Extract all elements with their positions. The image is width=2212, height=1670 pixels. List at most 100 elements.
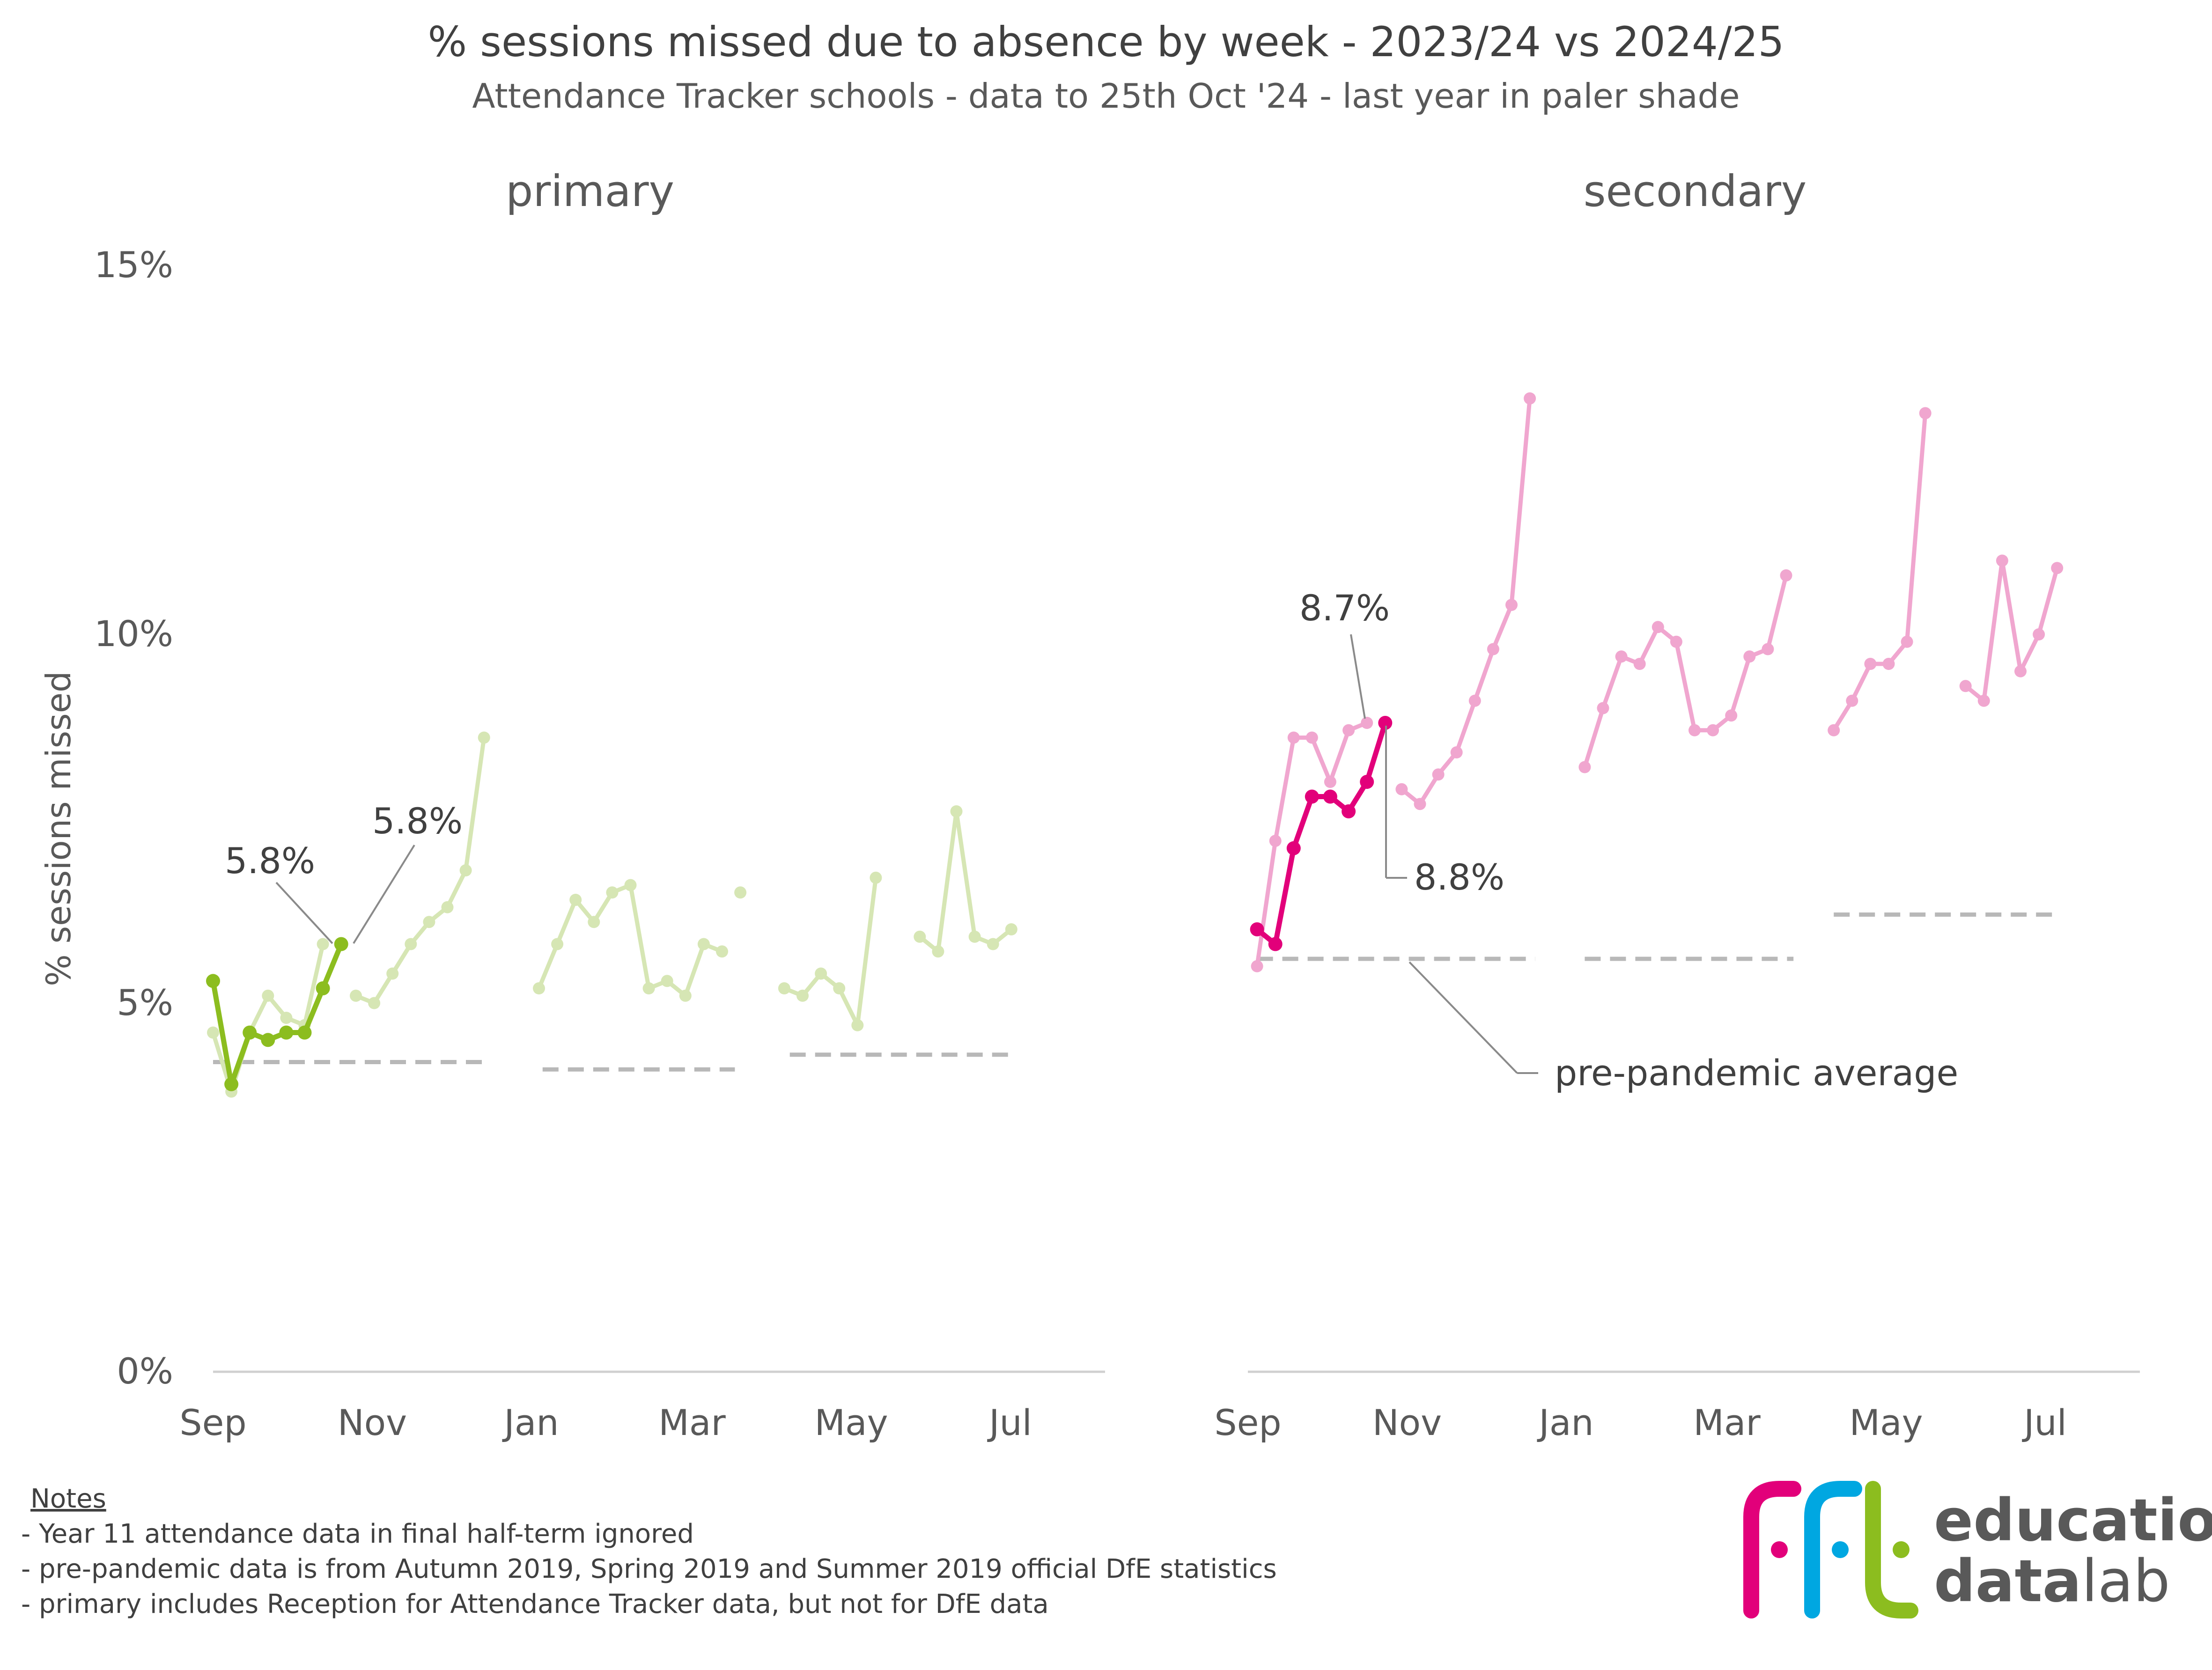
- primary-last-point: [441, 901, 454, 913]
- logo-line1: education: [1934, 1487, 2212, 1554]
- annotation-primary-current: 5.8%: [372, 800, 463, 842]
- primary-current-line: [210, 943, 344, 1087]
- education-datalab-logo: education datalab: [1743, 1481, 2212, 1619]
- secondary-last-point: [1251, 960, 1263, 972]
- primary-last-point: [778, 982, 790, 994]
- secondary-last-point: [1919, 407, 1932, 419]
- primary-last-point: [697, 938, 710, 950]
- secondary-current-point: [1323, 789, 1337, 804]
- primary-last-point: [950, 805, 963, 817]
- primary-last-point: [914, 930, 926, 943]
- primary-last-point: [280, 1012, 293, 1024]
- primary-last-point: [423, 916, 435, 928]
- secondary-last-point: [1707, 724, 1719, 736]
- primary-last-line: [783, 877, 878, 1028]
- primary-last-point: [734, 886, 747, 899]
- primary-last-point: [262, 989, 274, 1002]
- x-tick-label: Jul: [2022, 1402, 2067, 1443]
- primary-last-point: [478, 731, 490, 744]
- secondary-last-point: [1882, 658, 1895, 670]
- secondary-last-point: [1487, 643, 1499, 655]
- primary-last-point: [606, 886, 619, 899]
- secondary-current-point: [1342, 804, 1356, 818]
- secondary-last-point: [1395, 783, 1408, 795]
- secondary-last-point: [2033, 628, 2045, 640]
- secondary-current-point: [1250, 922, 1264, 936]
- primary-last-line: [918, 809, 1013, 954]
- notes-heading: Notes: [30, 1484, 106, 1514]
- secondary-last-point: [1688, 724, 1701, 736]
- secondary-last-point: [1780, 569, 1792, 581]
- x-tick-label: Jan: [502, 1402, 559, 1443]
- primary-last-point: [405, 938, 417, 950]
- secondary-last-point: [1287, 731, 1300, 744]
- primary-last-point: [569, 894, 582, 906]
- secondary-last-point: [1524, 392, 1536, 405]
- secondary-last-line: [1583, 574, 1788, 768]
- primary-last-point: [368, 997, 381, 1009]
- primary-current-point: [297, 1025, 312, 1040]
- secondary-last-point: [1901, 635, 1913, 648]
- x-tick-label: May: [814, 1402, 888, 1443]
- primary-last-point: [317, 938, 329, 950]
- primary-last-point: [207, 1026, 219, 1039]
- secondary-current-point: [1268, 937, 1283, 951]
- y-tick-label: 0%: [117, 1350, 173, 1392]
- x-tick-label: Sep: [179, 1402, 246, 1443]
- primary-last-point: [588, 916, 600, 928]
- notes: Notes - Year 11 attendance data in final…: [21, 1484, 1277, 1619]
- plot-area-primary: [206, 731, 1018, 1098]
- chart-title: % sessions missed due to absence by week…: [428, 18, 1784, 66]
- secondary-last-point: [1670, 635, 1682, 648]
- y-tick-label: 10%: [94, 613, 173, 655]
- primary-last-point: [716, 945, 728, 958]
- notes-line: - pre-pandemic data is from Autumn 2019,…: [21, 1554, 1277, 1584]
- secondary-last-point: [1846, 694, 1858, 707]
- primary-last-point: [796, 989, 809, 1002]
- secondary-current-point: [1360, 775, 1374, 789]
- secondary-current-point: [1305, 789, 1319, 804]
- annotation-leader: [275, 882, 333, 944]
- annotation-leader: [1408, 961, 1518, 1074]
- panel-title-secondary: secondary: [1584, 166, 1807, 216]
- secondary-last-point: [1743, 650, 1756, 663]
- secondary-last-point: [1342, 724, 1355, 736]
- logo-mark-icon: [1743, 1481, 1918, 1619]
- secondary-last-point: [1432, 768, 1445, 781]
- primary-last-point: [551, 938, 564, 950]
- secondary-last-point: [1996, 554, 2008, 567]
- secondary-last-point: [1959, 680, 1972, 692]
- x-tick-label: May: [1849, 1402, 1923, 1443]
- primary-last-point: [968, 930, 981, 943]
- primary-last-point: [851, 1019, 864, 1031]
- primary-current-point: [206, 974, 220, 988]
- secondary-last-point: [1414, 798, 1426, 810]
- secondary-last-line: [1832, 413, 1928, 732]
- primary-last-point: [679, 989, 692, 1002]
- secondary-last-point: [1615, 650, 1628, 663]
- x-ticks-secondary: Sep Nov Jan Mar May Jul: [1214, 1402, 2066, 1443]
- secondary-last-point: [1633, 658, 1646, 670]
- x-tick-label: Jul: [987, 1402, 1032, 1443]
- primary-current-point: [261, 1033, 275, 1047]
- secondary-last-point: [1597, 702, 1609, 714]
- x-ticks-primary: Sep Nov Jan Mar May Jul: [179, 1402, 1032, 1443]
- secondary-last-point: [1305, 731, 1318, 744]
- y-tick-label: 15%: [94, 244, 173, 286]
- y-axis-label: % sessions missed: [39, 671, 78, 986]
- secondary-current-point: [1286, 841, 1301, 855]
- logo-line2-bold: data: [1934, 1548, 2081, 1615]
- primary-last-point: [459, 864, 472, 876]
- secondary-last-point: [1269, 835, 1282, 847]
- annotation-secondary-last: 8.7%: [1299, 587, 1390, 629]
- secondary-last-point: [1578, 761, 1591, 773]
- y-tick-label: 5%: [117, 982, 173, 1023]
- primary-last-point: [833, 982, 846, 994]
- x-tick-label: Sep: [1214, 1402, 1281, 1443]
- primary-last-point: [987, 938, 999, 950]
- primary-current-point: [316, 981, 330, 995]
- plot-area-secondary: [1250, 392, 2064, 972]
- annotation-prepandemic: pre-pandemic average: [1555, 1052, 1958, 1094]
- secondary-last-point: [2051, 562, 2064, 574]
- secondary-last-point: [1828, 724, 1840, 736]
